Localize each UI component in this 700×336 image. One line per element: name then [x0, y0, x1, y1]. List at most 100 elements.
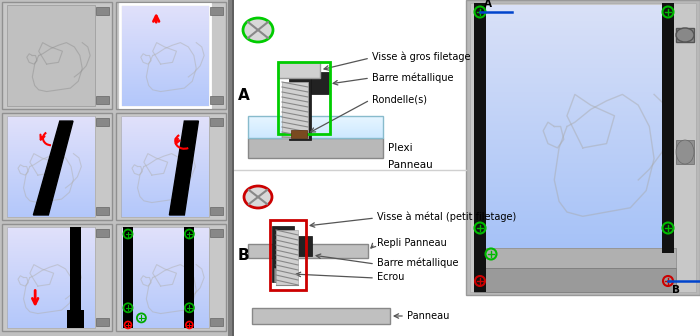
- Bar: [121, 287, 209, 288]
- Bar: [121, 204, 209, 205]
- Bar: [486, 175, 662, 176]
- Bar: [486, 118, 662, 119]
- Bar: [486, 227, 662, 228]
- Bar: [486, 8, 662, 9]
- Bar: [486, 78, 662, 79]
- Bar: [486, 49, 662, 50]
- Bar: [121, 227, 209, 228]
- Bar: [121, 317, 209, 318]
- Bar: [121, 53, 209, 54]
- Bar: [486, 182, 662, 183]
- Bar: [7, 262, 95, 263]
- Bar: [7, 120, 95, 121]
- Bar: [486, 27, 662, 28]
- Bar: [486, 60, 662, 61]
- Bar: [486, 101, 662, 102]
- Bar: [486, 178, 662, 179]
- Bar: [121, 52, 209, 53]
- Bar: [486, 189, 662, 190]
- Bar: [121, 20, 209, 21]
- Bar: [116, 113, 226, 220]
- Bar: [121, 154, 209, 155]
- Bar: [232, 0, 234, 336]
- Bar: [7, 166, 95, 167]
- Bar: [7, 186, 95, 187]
- Bar: [121, 39, 209, 40]
- Bar: [7, 278, 95, 279]
- Bar: [7, 174, 95, 175]
- Bar: [121, 81, 209, 82]
- Bar: [486, 116, 662, 117]
- Bar: [7, 133, 95, 134]
- Bar: [248, 120, 383, 121]
- Bar: [7, 203, 95, 204]
- Bar: [121, 100, 209, 101]
- Bar: [486, 102, 662, 103]
- Bar: [121, 237, 209, 238]
- Bar: [121, 123, 209, 124]
- Bar: [121, 140, 209, 141]
- Bar: [121, 164, 209, 165]
- Bar: [121, 96, 209, 97]
- Bar: [7, 179, 95, 180]
- Bar: [486, 174, 662, 175]
- Bar: [7, 313, 95, 314]
- Bar: [486, 173, 662, 174]
- Bar: [121, 167, 209, 168]
- Bar: [486, 71, 662, 72]
- Bar: [121, 40, 209, 41]
- Bar: [486, 22, 662, 23]
- Bar: [7, 265, 95, 266]
- Bar: [7, 260, 95, 261]
- Bar: [7, 268, 95, 269]
- Bar: [486, 92, 662, 93]
- Bar: [486, 134, 662, 135]
- Bar: [486, 38, 662, 39]
- Bar: [289, 62, 311, 140]
- Bar: [121, 76, 209, 77]
- Bar: [121, 55, 209, 56]
- Bar: [7, 237, 95, 238]
- Bar: [7, 279, 95, 280]
- Bar: [7, 289, 95, 290]
- Bar: [7, 165, 95, 166]
- Bar: [121, 31, 209, 32]
- Bar: [486, 99, 662, 100]
- Bar: [7, 251, 95, 252]
- Bar: [486, 5, 662, 6]
- Text: Visse à gros filetage: Visse à gros filetage: [372, 52, 470, 62]
- Bar: [7, 185, 95, 186]
- Bar: [486, 82, 662, 83]
- Bar: [121, 146, 209, 147]
- Bar: [486, 151, 662, 152]
- Bar: [486, 73, 662, 74]
- Bar: [121, 231, 209, 232]
- Bar: [248, 116, 383, 117]
- Bar: [486, 52, 662, 53]
- Bar: [7, 295, 95, 296]
- Bar: [486, 244, 662, 245]
- Bar: [121, 180, 209, 181]
- Bar: [121, 6, 209, 7]
- Bar: [486, 214, 662, 215]
- Bar: [121, 50, 209, 51]
- Bar: [486, 233, 662, 234]
- Bar: [486, 205, 662, 206]
- Bar: [121, 85, 209, 86]
- Bar: [486, 81, 662, 82]
- Bar: [121, 211, 209, 212]
- Bar: [486, 155, 662, 156]
- Bar: [210, 7, 223, 15]
- Bar: [486, 170, 662, 171]
- Bar: [486, 190, 662, 191]
- Bar: [121, 291, 209, 292]
- Bar: [486, 85, 662, 86]
- Bar: [121, 264, 209, 265]
- Bar: [7, 282, 95, 283]
- Bar: [276, 230, 298, 285]
- Bar: [7, 280, 95, 281]
- Bar: [121, 72, 209, 73]
- Bar: [121, 144, 209, 145]
- Bar: [121, 42, 209, 43]
- Bar: [486, 56, 662, 57]
